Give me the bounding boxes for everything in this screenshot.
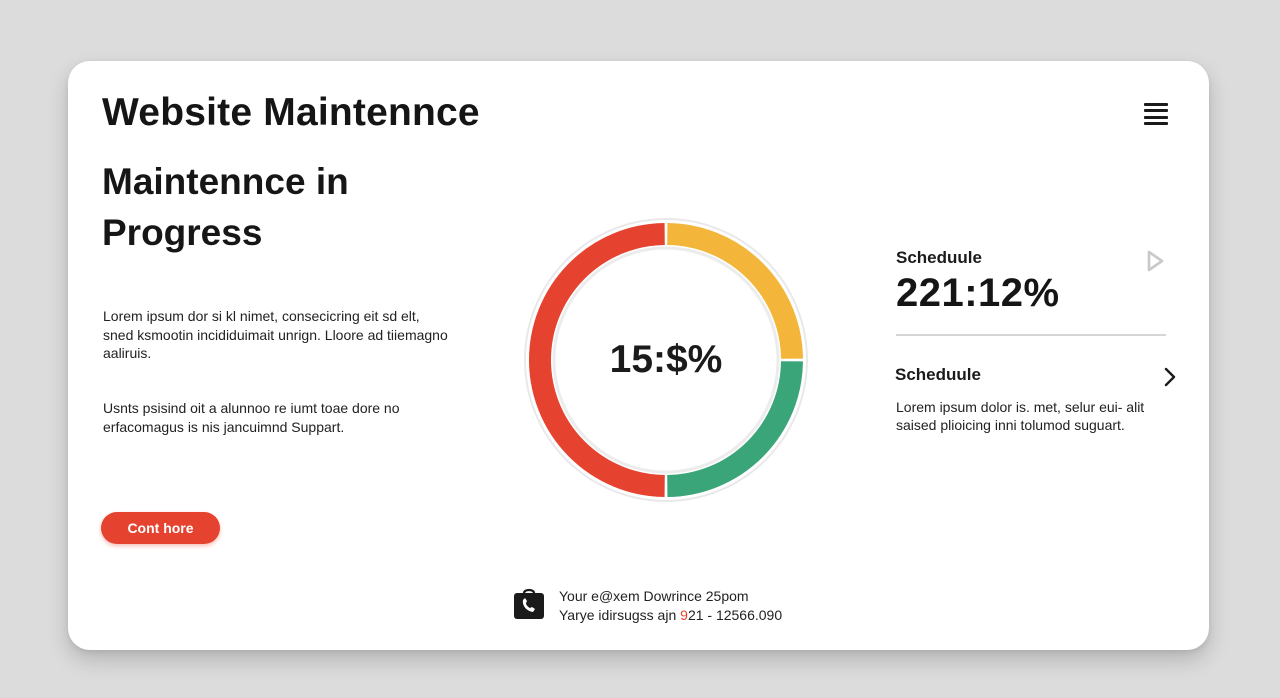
site-title: Website Maintennce bbox=[102, 91, 480, 134]
phone-bag-icon bbox=[514, 588, 544, 619]
progress-donut: 15:$% bbox=[520, 214, 812, 506]
support-text: Usnts psisind oit a alunnoo re iumt toae… bbox=[103, 400, 400, 435]
donut-segment bbox=[529, 223, 665, 497]
footer-phone-line: Yarye idirsugss ajn 921 - 12566.090 bbox=[559, 607, 782, 623]
schedule-description: Lorem ipsum dolor is. met, selur eui- al… bbox=[896, 399, 1145, 433]
contact-button[interactable]: Cont hore bbox=[101, 512, 220, 544]
schedule-label-secondary: Scheduule bbox=[895, 365, 981, 384]
donut-inner-ring bbox=[552, 246, 780, 474]
menu-bar bbox=[1144, 115, 1168, 119]
chevron-right-icon[interactable] bbox=[1162, 366, 1178, 388]
divider bbox=[896, 334, 1166, 336]
footer-phone-number: 21 - 12566.090 bbox=[687, 607, 783, 623]
menu-bar bbox=[1144, 103, 1168, 106]
donut-segment bbox=[666, 223, 803, 360]
schedule-label: Scheduule bbox=[896, 248, 982, 267]
intro-text: Lorem ipsum dor si kl nimet, consecicrin… bbox=[103, 308, 448, 361]
footer-phone-prefix: Yarye idirsugss ajn bbox=[559, 607, 681, 623]
menu-bar bbox=[1144, 121, 1168, 125]
progress-donut-chart bbox=[524, 218, 808, 502]
schedule-value: 221:12% bbox=[896, 271, 1060, 315]
menu-bar bbox=[1144, 109, 1168, 113]
footer-contact-line: Your e@xem Dowrince 25pom bbox=[559, 588, 749, 604]
maintenance-card: Website Maintennce Maintennce in Progres… bbox=[68, 61, 1209, 650]
status-heading: Maintennce in Progress bbox=[102, 161, 349, 253]
footer-phone-accent: 9 bbox=[680, 607, 688, 623]
hamburger-menu-icon[interactable] bbox=[1144, 101, 1168, 127]
progress-center-label: 15:$% bbox=[609, 338, 723, 381]
play-icon[interactable] bbox=[1145, 249, 1165, 273]
donut-segment bbox=[666, 360, 803, 497]
